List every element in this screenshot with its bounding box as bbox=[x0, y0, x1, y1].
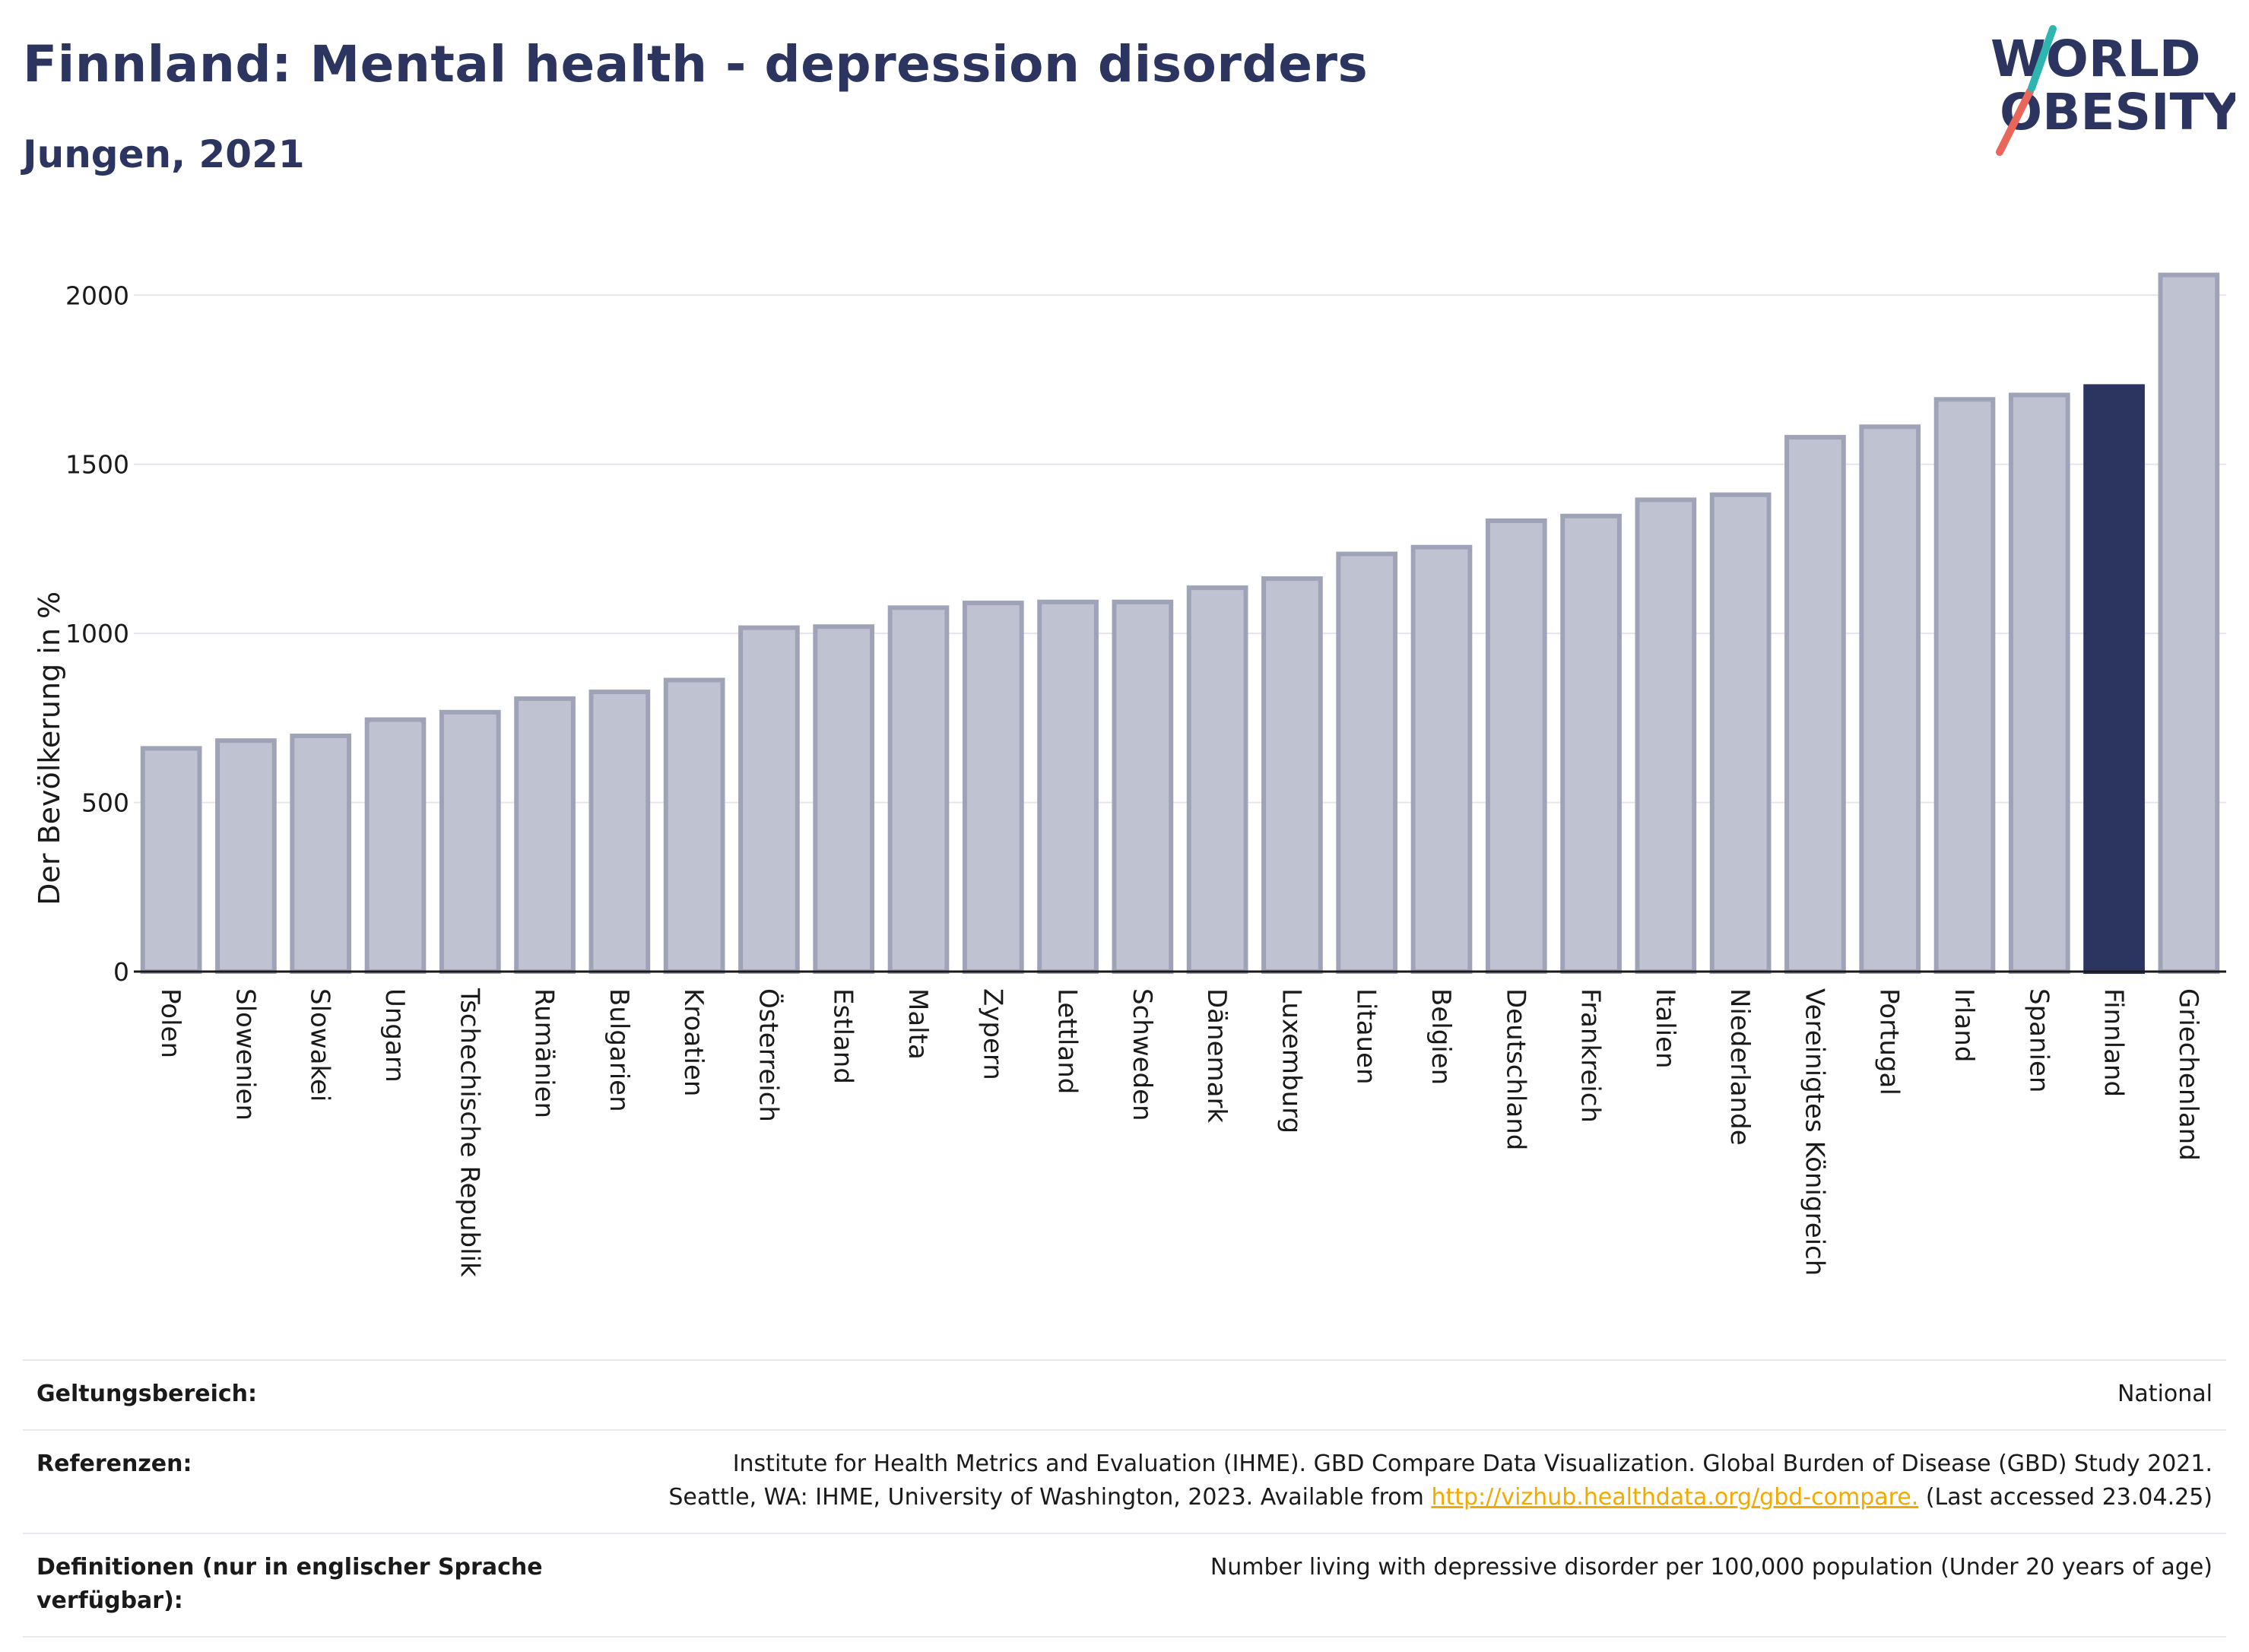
logo-line1: WORLD bbox=[1990, 30, 2201, 88]
x-axis-labels: Polen Slowenien Slowakei Ungarn Tschechische… bbox=[155, 988, 2203, 1277]
bar-polen bbox=[140, 746, 202, 974]
bar-slowakei bbox=[290, 733, 352, 975]
bars bbox=[140, 272, 2220, 975]
x-tick-label: Deutschland bbox=[1500, 988, 1531, 1150]
bar-tschechische-republik bbox=[439, 709, 501, 975]
bar-dänemark bbox=[1186, 585, 1248, 974]
info-key-definitions: Definitionen (nur in englischer Sprache … bbox=[36, 1554, 543, 1614]
info-row-scope: Geltungsbereich: National bbox=[23, 1359, 2226, 1429]
bar-niederlande bbox=[1709, 492, 1772, 974]
bar-zypern bbox=[962, 601, 1024, 974]
bar-estland bbox=[813, 624, 875, 974]
x-tick-label: Belgien bbox=[1426, 988, 1456, 1085]
x-tick-label: Slowenien bbox=[230, 988, 260, 1121]
bar-lettland bbox=[1037, 599, 1099, 975]
y-axis-ticks: 0 500 1000 1500 2000 bbox=[65, 281, 129, 987]
info-value-references: Institute for Health Metrics and Evaluat… bbox=[668, 1447, 2213, 1514]
info-row-references: Referenzen: Institute for Health Metrics… bbox=[23, 1429, 2226, 1533]
world-obesity-logo: WORLD OBESITY bbox=[1990, 25, 2235, 156]
bar-irland bbox=[1933, 397, 1996, 974]
x-tick-label: Dänemark bbox=[1201, 988, 1232, 1123]
bar-spanien bbox=[2008, 392, 2070, 974]
x-tick-label: Irland bbox=[1949, 988, 1979, 1062]
bar-chart: 0 500 1000 1500 2000 Polen Slowenien Slowakei U… bbox=[33, 272, 2226, 1277]
info-table: Geltungsbereich: National Referenzen: In… bbox=[23, 1359, 2226, 1638]
bar-belgien bbox=[1410, 544, 1473, 974]
x-tick-label: Rumänien bbox=[529, 988, 560, 1118]
bar-deutschland bbox=[1485, 518, 1547, 974]
chart-subtitle: Jungen, 2021 bbox=[23, 132, 305, 176]
bar-italien bbox=[1635, 497, 1697, 974]
x-tick-label: Tschechische Republik bbox=[454, 988, 484, 1277]
chart-title: Finnland: Mental health - depression dis… bbox=[23, 35, 1369, 94]
x-tick-label: Finnland bbox=[2098, 988, 2129, 1097]
y-tick-label: 500 bbox=[81, 788, 129, 818]
x-tick-label: Polen bbox=[155, 988, 186, 1058]
info-value-scope: National bbox=[2117, 1381, 2213, 1407]
bar-rumänien bbox=[514, 696, 576, 974]
x-tick-label: Portugal bbox=[1874, 988, 1905, 1096]
reference-line2: Seattle, WA: IHME, University of Washing… bbox=[668, 1481, 2213, 1514]
bar-vereinigtes-königreich bbox=[1784, 435, 1846, 974]
y-axis-label: Der Bevölkerung in % bbox=[33, 591, 66, 905]
x-tick-label: Malta bbox=[902, 988, 933, 1060]
bar-griechenland bbox=[2158, 272, 2220, 974]
bar-litauen bbox=[1336, 551, 1398, 974]
x-tick-label: Schweden bbox=[1127, 988, 1157, 1121]
reference-link[interactable]: http://vizhub.healthdata.org/gbd-compare… bbox=[1431, 1484, 1919, 1511]
info-key-scope: Geltungsbereich: bbox=[36, 1381, 258, 1407]
x-tick-label: Lettland bbox=[1052, 988, 1083, 1094]
x-tick-label: Zypern bbox=[977, 988, 1007, 1080]
y-tick-label: 2000 bbox=[65, 281, 129, 310]
y-tick-label: 1000 bbox=[65, 619, 129, 648]
bar-portugal bbox=[1859, 424, 1921, 974]
x-tick-label: Estland bbox=[828, 988, 858, 1084]
bar-finnland bbox=[2083, 384, 2145, 974]
x-tick-label: Kroatien bbox=[678, 988, 709, 1096]
x-tick-label: Vereinigtes Königreich bbox=[1799, 988, 1829, 1276]
bar-ungarn bbox=[364, 717, 427, 975]
x-tick-label: Niederlande bbox=[1724, 988, 1755, 1146]
bar-slowenien bbox=[215, 738, 277, 975]
x-tick-label: Griechenland bbox=[2173, 988, 2203, 1161]
x-tick-label: Ungarn bbox=[379, 988, 410, 1083]
x-tick-label: Bulgarien bbox=[604, 988, 634, 1112]
bar-kroatien bbox=[663, 677, 725, 974]
bar-frankreich bbox=[1560, 513, 1622, 974]
bar-luxemburg bbox=[1261, 576, 1323, 974]
logo-line2: OBESITY bbox=[2000, 83, 2235, 141]
bar-malta bbox=[887, 605, 950, 975]
info-row-definitions: Definitionen (nur in englischer Sprache … bbox=[23, 1533, 2226, 1638]
reference-line2-text: Seattle, WA: IHME, University of Washing… bbox=[668, 1484, 1424, 1511]
x-tick-label: Litauen bbox=[1351, 988, 1381, 1085]
x-tick-label: Luxemburg bbox=[1276, 988, 1306, 1134]
bar-österreich bbox=[738, 625, 800, 974]
bar-bulgarien bbox=[588, 690, 651, 975]
reference-line1: Institute for Health Metrics and Evaluat… bbox=[732, 1451, 2213, 1477]
x-tick-label: Frankreich bbox=[1575, 988, 1606, 1123]
info-value-definitions: Number living with depressive disorder p… bbox=[1210, 1554, 2213, 1581]
x-tick-label: Spanien bbox=[2023, 988, 2054, 1092]
reference-accessed: (Last accessed 23.04.25) bbox=[1925, 1484, 2213, 1511]
y-tick-label: 0 bbox=[113, 957, 129, 987]
y-tick-label: 1500 bbox=[65, 450, 129, 480]
bar-schweden bbox=[1112, 599, 1174, 975]
x-tick-label: Österreich bbox=[753, 988, 784, 1122]
info-key-references: Referenzen: bbox=[36, 1451, 192, 1477]
x-tick-label: Slowakei bbox=[305, 988, 335, 1102]
x-tick-label: Italien bbox=[1650, 988, 1680, 1069]
